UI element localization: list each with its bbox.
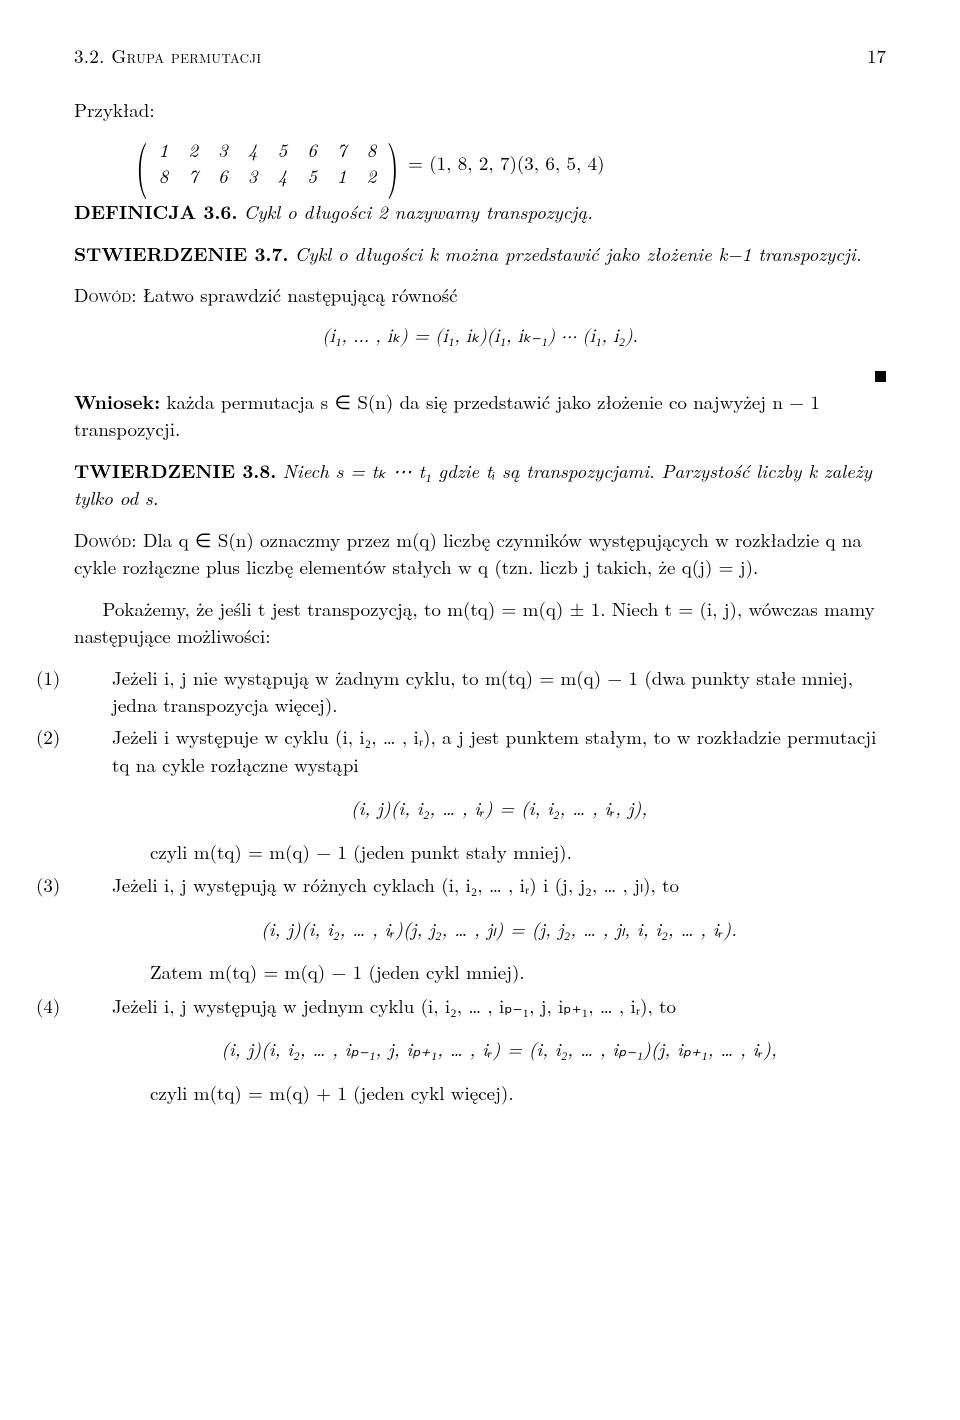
definition-label: DEFINICJA 3.6. xyxy=(74,197,237,225)
case-4-formula: (i, j)(i, i₂, … , iₚ₋₁, j, iₚ₊₁, … , iᵣ)… xyxy=(112,1035,886,1063)
mat-cell: 1 xyxy=(329,163,355,189)
proof-2: Dowód: Dla q ∈ S(n) oznaczmy przez m(q) … xyxy=(74,526,886,581)
case-item: (4)Jeżeli i, j występują w jednym cyklu … xyxy=(112,992,886,1020)
theorem: TWIERDZENIE 3.8. Niech s = tₖ ⋯ t₁ gdzie… xyxy=(74,457,886,512)
case-3-tail: Zatem m(tq) = m(q) − 1 (jeden cykl mniej… xyxy=(150,958,886,986)
mat-cell: 6 xyxy=(210,163,236,189)
page: 3.2. Grupa permutacji 17 Przykład: ( 18 … xyxy=(0,0,960,1161)
theorem-label: TWIERDZENIE 3.8. xyxy=(74,456,276,484)
mat-cell: 4 xyxy=(269,163,295,189)
statement-label: STWIERDZENIE 3.7. xyxy=(74,239,288,267)
mat-cell: 8 xyxy=(359,137,385,163)
matrix-equals: = (1, 8, 2, 7)(3, 6, 5, 4) xyxy=(408,149,604,177)
case-2-tail: czyli m(tq) = m(q) − 1 (jeden punkt stał… xyxy=(150,838,886,866)
case-text: Jeżeli i, j występują w jednym cyklu (i,… xyxy=(112,992,676,1019)
mat-cell: 5 xyxy=(269,137,295,163)
case-number: (1) xyxy=(74,664,112,692)
case-text: Jeżeli i, j nie wystąpują w żadnym cyklu… xyxy=(112,664,853,719)
permutation-matrix: ( 18 27 36 43 54 65 71 82 ) = (1, 8, 2, … xyxy=(135,137,886,188)
mat-cell: 1 xyxy=(151,137,177,163)
header-page-number: 17 xyxy=(867,42,886,70)
case-item: (1)Jeżeli i, j nie wystąpują w żadnym cy… xyxy=(112,664,886,719)
case-4-tail: czyli m(tq) = m(q) + 1 (jeden cykl więce… xyxy=(150,1079,886,1107)
corollary-label: Wniosek: xyxy=(74,387,160,415)
proof-lead: Łatwo sprawdzić następującą równość xyxy=(143,281,458,308)
case-number: (3) xyxy=(74,871,112,899)
case-2-formula: (i, j)(i, i₂, … , iᵣ) = (i, i₂, … , iᵣ, … xyxy=(112,794,886,822)
mat-cell: 8 xyxy=(151,163,177,189)
statement: STWIERDZENIE 3.7. Cykl o długości k możn… xyxy=(74,240,886,268)
example-label: Przykład: xyxy=(74,96,886,124)
case-number: (4) xyxy=(74,992,112,1020)
mat-cell: 2 xyxy=(359,163,385,189)
case-text: Jeżeli i występuje w cyklu (i, i₂, … , i… xyxy=(112,723,876,778)
mat-cell: 2 xyxy=(180,137,206,163)
definition-text: Cykl o długości 2 nazywamy transpozycją. xyxy=(244,198,593,225)
paren-right: ) xyxy=(387,139,399,187)
proof-2-label: Dowód: xyxy=(74,526,137,553)
proof-1: Dowód: Łatwo sprawdzić następującą równo… xyxy=(74,281,886,309)
definition: DEFINICJA 3.6. Cykl o długości 2 nazywam… xyxy=(74,198,886,226)
running-header: 3.2. Grupa permutacji 17 xyxy=(74,42,886,70)
qed-icon xyxy=(875,371,886,382)
mat-cell: 4 xyxy=(240,137,266,163)
case-number: (2) xyxy=(74,723,112,751)
proof-label: Dowód: xyxy=(74,281,137,308)
mat-cell: 3 xyxy=(240,163,266,189)
case-3-formula: (i, j)(i, i₂, … , iᵣ)(j, j₂, … , jₗ) = (… xyxy=(112,915,886,943)
paren-left: ( xyxy=(136,139,148,187)
corollary-body: każda permutacja s ∈ S(n) da się przedst… xyxy=(74,388,820,443)
case-text: Jeżeli i, j występują w różnych cyklach … xyxy=(112,871,679,898)
mat-cell: 6 xyxy=(299,137,325,163)
mat-cell: 5 xyxy=(299,163,325,189)
corollary: Wniosek: każda permutacja s ∈ S(n) da si… xyxy=(74,388,886,443)
statement-body: Cykl o długości k można przedstawić jako… xyxy=(295,240,862,267)
proof-1-formula: (i₁, … , iₖ) = (i₁, iₖ)(i₁, iₖ₋₁) ⋯ (i₁,… xyxy=(74,323,886,351)
mat-cell: 7 xyxy=(180,163,206,189)
mat-cell: 7 xyxy=(329,137,355,163)
case-item: (3)Jeżeli i, j występują w różnych cykla… xyxy=(112,871,886,899)
case-item: (2)Jeżeli i występuje w cyklu (i, i₂, … … xyxy=(112,723,886,778)
proof-2-p2: Pokażemy, że jeśli t jest transpozycją, … xyxy=(74,595,886,650)
case-list: (1)Jeżeli i, j nie wystąpują w żadnym cy… xyxy=(74,664,886,1107)
header-section: 3.2. Grupa permutacji xyxy=(74,42,261,70)
proof-2-p1: Dla q ∈ S(n) oznaczmy przez m(q) liczbę … xyxy=(74,526,862,581)
mat-cell: 3 xyxy=(210,137,236,163)
